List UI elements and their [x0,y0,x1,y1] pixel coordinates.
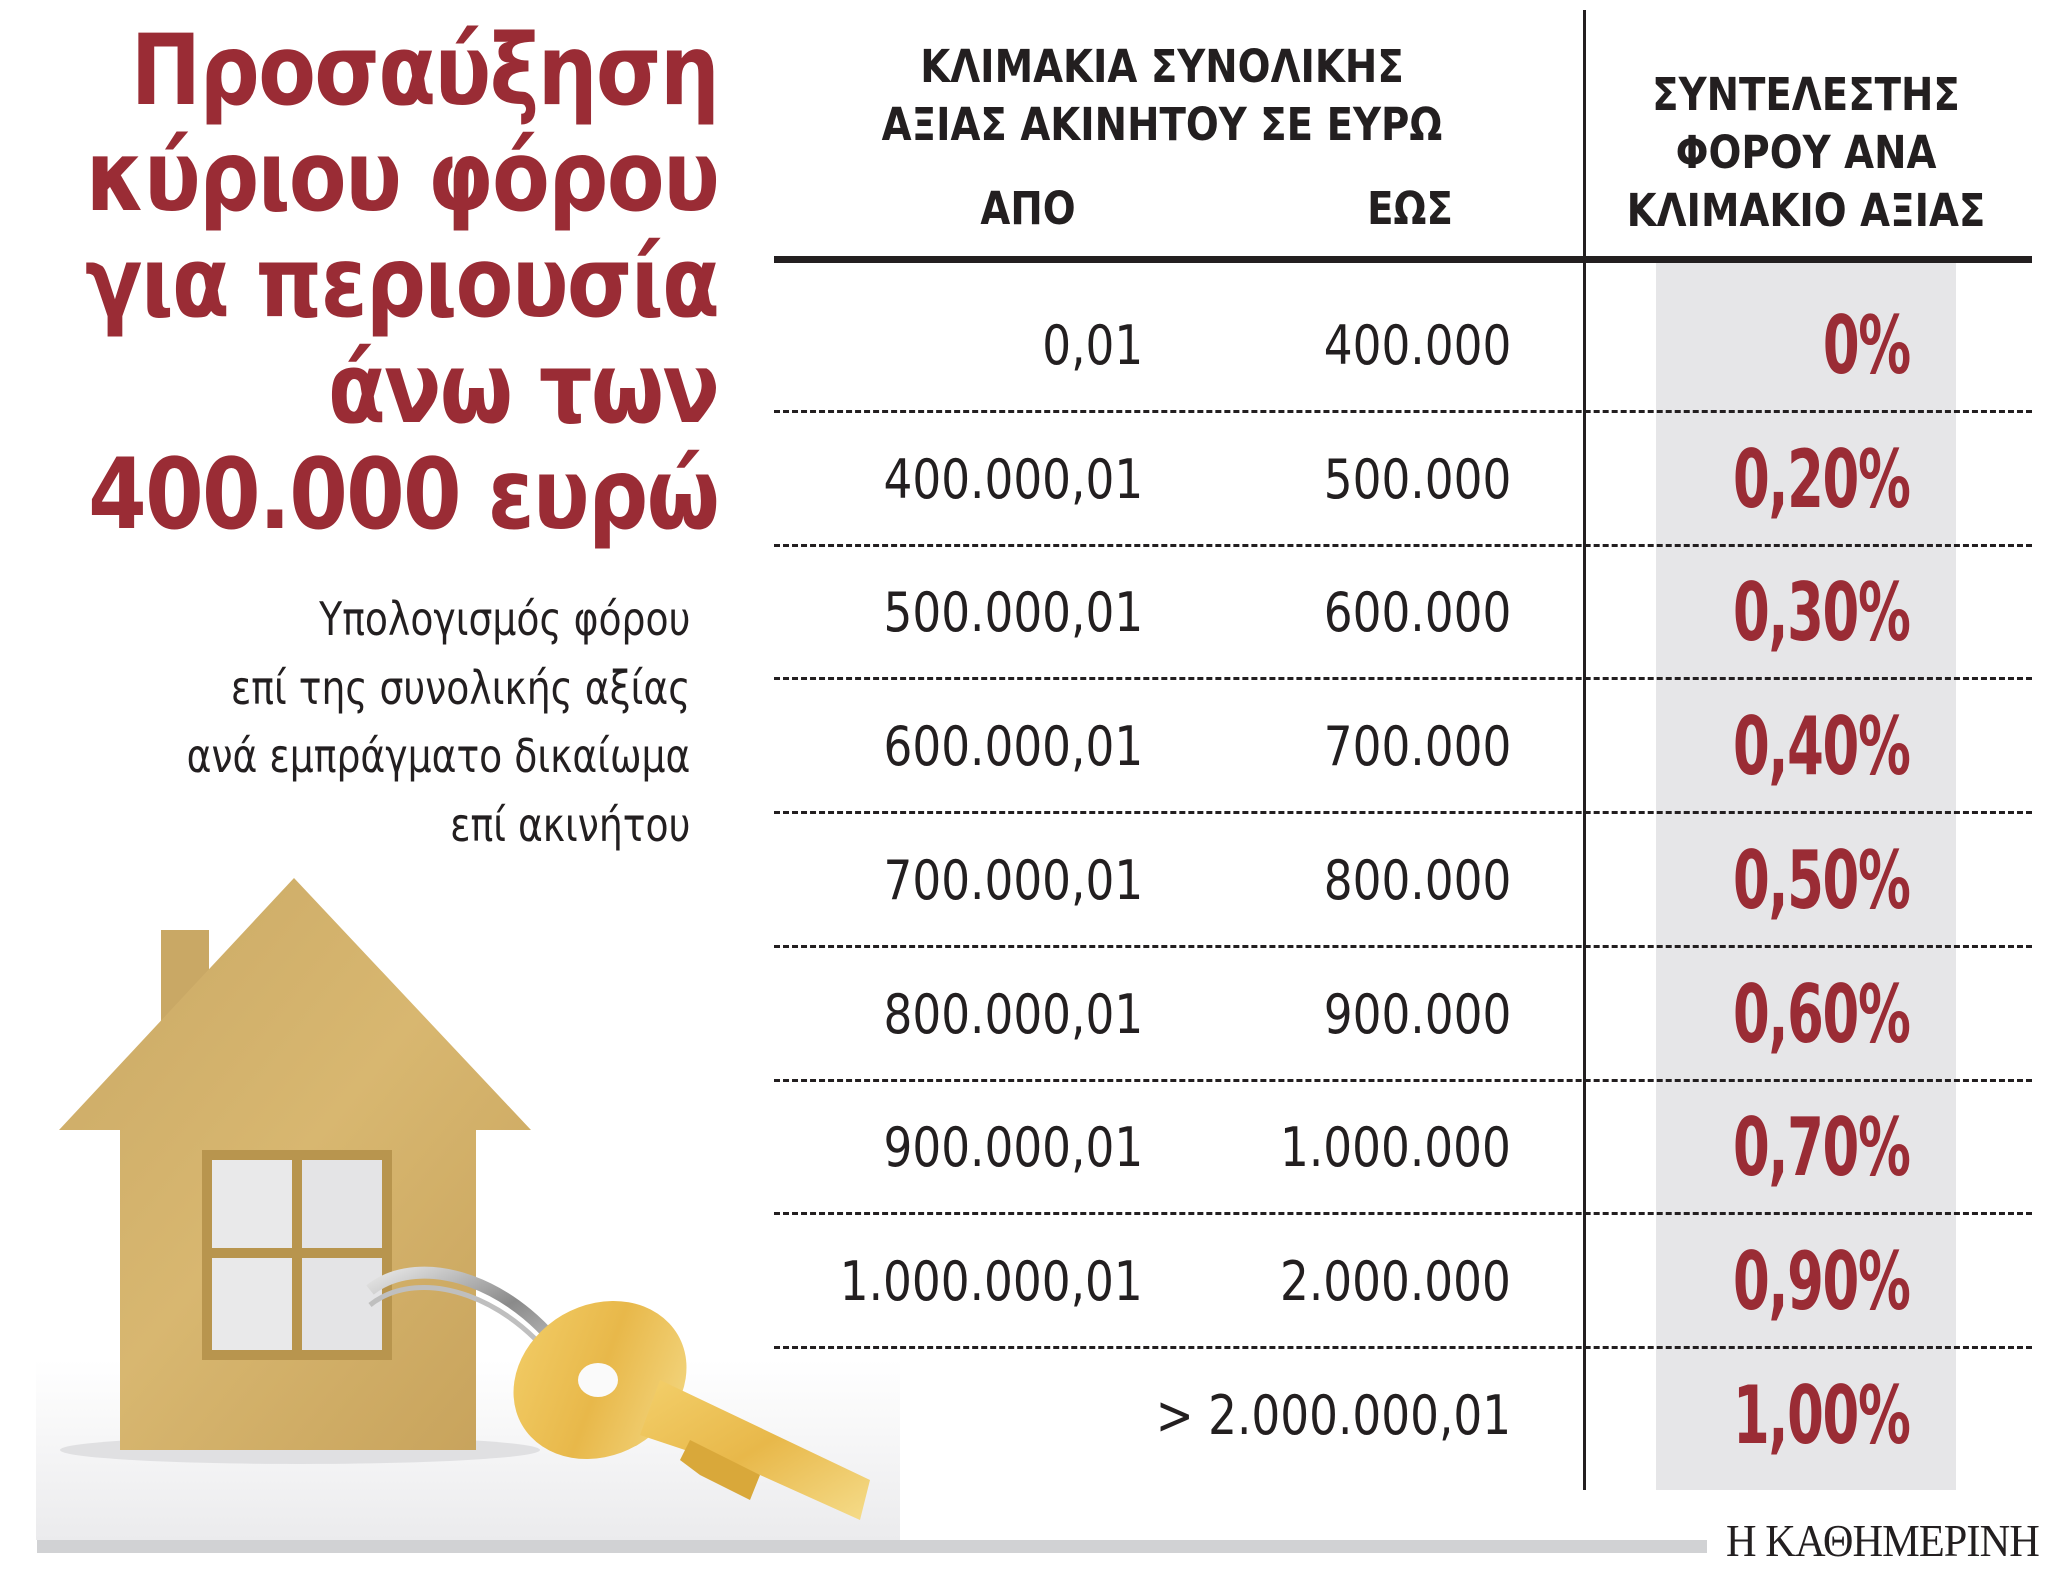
row-divider [774,811,2032,814]
headline-line: για περιουσία [84,226,720,340]
header-rule [774,256,2032,263]
table-row: > 2.000.000,01 1,00% [774,1349,2032,1483]
from-value: 900.000,01 [883,1116,1143,1179]
range-header-line: ΚΛΙΜΑΚΙΑ ΣΥΝΟΛΙΚΗΣ [920,40,1404,93]
to-column-header: ΕΩΣ [1367,182,1453,235]
to-value: 600.000 [1323,581,1511,644]
from-value: 600.000,01 [883,715,1143,778]
rate-value: 0% [1822,299,1911,392]
to-value: 800.000 [1323,849,1511,912]
table-row: 500.000,01 600.000 0,30% [774,546,2032,680]
to-value: 700.000 [1323,715,1511,778]
rate-column-header: ΣΥΝΤΕΛΕΣΤΗΣ ΦΟΡΟΥ ΑΝΑ ΚΛΙΜΑΚΙΟ ΑΞΙΑΣ [1627,66,1986,240]
subheadline-line: επί της συνολικής αξίας [230,660,691,715]
publisher-logo: Η ΚΑΘΗΜΕΡΙΝΗ [1726,1515,2040,1566]
headline: Προσαύξηση κύριου φόρου για περιουσία άν… [84,14,720,552]
rate-column-highlight [1656,263,1956,1490]
to-value: 2.000.000 [1280,1250,1511,1313]
to-value: 400.000 [1323,314,1511,377]
to-value: > 2.000.000,01 [1155,1384,1511,1447]
row-divider [774,1079,2032,1082]
row-divider [774,410,2032,413]
subheadline-line: Υπολογισμός φόρου [318,592,690,646]
from-value: 400.000,01 [883,448,1143,511]
to-value: 1.000.000 [1280,1116,1511,1179]
column-divider [1583,10,1586,1490]
rate-value: 1,00% [1733,1369,1911,1462]
subheadline: Υπολογισμός φόρου επί της συνολικής αξία… [186,585,690,859]
house-key-icon [0,860,900,1540]
table-row: 900.000,01 1.000.000 0,70% [774,1081,2032,1215]
from-value: 0,01 [1042,314,1143,377]
rate-value: 0,90% [1733,1235,1911,1328]
rate-value: 0,70% [1733,1101,1911,1194]
rate-header-line: ΦΟΡΟΥ ΑΝΑ [1675,126,1937,179]
headline-line: 400.000 ευρώ [88,438,720,552]
rate-value: 0,40% [1733,700,1911,793]
footer-bar [37,1540,1707,1553]
rate-value: 0,50% [1733,834,1911,927]
range-header-line: ΑΞΙΑΣ ΑΚΙΝΗΤΟΥ ΣΕ ΕΥΡΩ [881,98,1443,151]
table-row: 1.000.000,01 2.000.000 0,90% [774,1215,2032,1349]
from-column-header: ΑΠΟ [980,182,1076,235]
table-row: 800.000,01 900.000 0,60% [774,948,2032,1082]
table-row: 600.000,01 700.000 0,40% [774,680,2032,814]
rate-header-line: ΚΛΙΜΑΚΙΟ ΑΞΙΑΣ [1626,184,1986,237]
table-row: 400.000,01 500.000 0,20% [774,413,2032,547]
row-divider [774,945,2032,948]
rate-value: 0,30% [1733,566,1911,659]
table-row: 0,01 400.000 0% [774,279,2032,413]
to-value: 500.000 [1323,448,1511,511]
to-value: 900.000 [1323,983,1511,1046]
table-row: 700.000,01 800.000 0,50% [774,814,2032,948]
from-value: 1.000.000,01 [840,1250,1143,1313]
headline-line: κύριου φόρου [85,120,720,234]
rate-header-line: ΣΥΝΤΕΛΕΣΤΗΣ [1652,68,1960,121]
row-divider [774,1212,2032,1215]
row-divider [774,677,2032,680]
from-value: 500.000,01 [883,581,1143,644]
subheadline-line: επί ακινήτου [449,797,690,852]
row-divider [774,544,2032,547]
range-header: ΚΛΙΜΑΚΙΑ ΣΥΝΟΛΙΚΗΣ ΑΞΙΑΣ ΑΚΙΝΗΤΟΥ ΣΕ ΕΥΡ… [882,38,1443,154]
from-value: 800.000,01 [883,983,1143,1046]
headline-line: άνω των [327,332,720,446]
row-divider [774,1346,2032,1349]
headline-line: Προσαύξηση [130,14,720,128]
rate-value: 0,60% [1733,968,1911,1061]
from-value: 700.000,01 [883,849,1143,912]
subheadline-line: ανά εμπράγματο δικαίωμα [186,729,690,783]
rate-value: 0,20% [1733,433,1911,526]
